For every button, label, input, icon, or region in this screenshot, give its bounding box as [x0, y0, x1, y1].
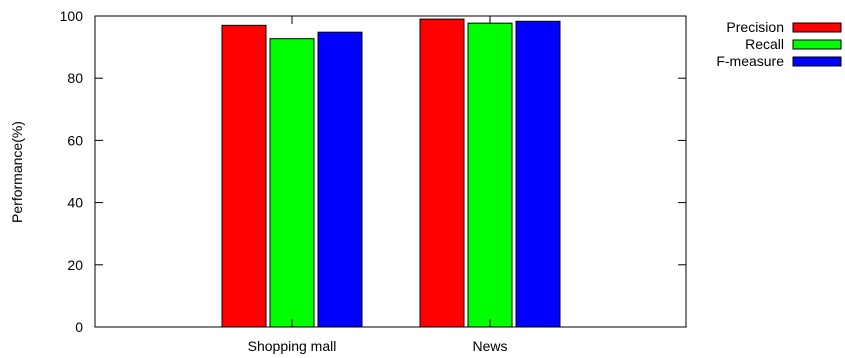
plot-frame: [94, 15, 687, 328]
y-axis-label: Performance(%): [9, 121, 25, 223]
legend-label-f-measure: F-measure: [716, 53, 784, 69]
y-tick-label-3: 60: [67, 132, 83, 148]
axes-group: 0 20 40 60 80 100 Shopping mall News: [60, 8, 687, 354]
legend-swatch-f-measure: [792, 56, 842, 67]
legend-label-precision: Precision: [726, 19, 784, 35]
legend-swatch-precision: [792, 22, 842, 33]
x-tick-label-1: News: [472, 338, 507, 354]
bar-recall-1: [467, 22, 513, 328]
bar-f-measure-0: [317, 31, 363, 328]
legend-label-recall: Recall: [745, 36, 784, 52]
x-tick-label-0: Shopping mall: [248, 338, 337, 354]
legend-swatch-recall: [792, 39, 842, 50]
bar-recall-0: [269, 38, 315, 328]
y-tick-label-0: 0: [75, 319, 83, 335]
bar-precision-0: [221, 24, 267, 328]
y-tick-label-1: 20: [67, 257, 83, 273]
bars-group: [221, 18, 561, 328]
y-tick-label-5: 100: [60, 8, 84, 24]
y-tick-label-4: 80: [67, 70, 83, 86]
bar-precision-1: [419, 18, 465, 328]
y-tick-label-2: 40: [67, 195, 83, 211]
bar-f-measure-1: [515, 20, 561, 328]
